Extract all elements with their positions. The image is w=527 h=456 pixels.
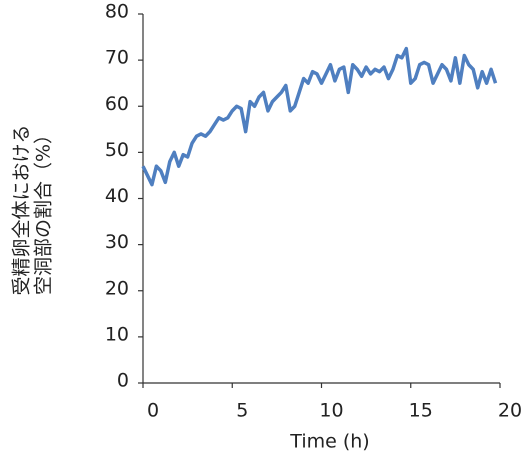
y-tick-label: 70 [105,47,129,69]
y-tick-label: 50 [105,139,129,161]
y-tick-label: 80 [105,1,129,23]
x-tick-label: 0 [147,400,159,422]
y-tick-label: 40 [105,185,129,207]
x-tick-label: 20 [498,400,522,422]
y-tick-label: 20 [105,277,129,299]
y-tick-label: 60 [105,93,129,115]
x-axis-label: Time (h) [289,431,369,453]
y-tick-label: 30 [105,231,129,253]
y-axis-label-line: 受精卵全体における [11,124,33,295]
x-tick-label: 15 [409,400,433,422]
y-axis-label: 受精卵全体における 空洞部の割合（%） [11,124,55,295]
y-axis-label-line: 空洞部の割合（%） [33,125,55,295]
x-tick-label: 10 [319,400,343,422]
x-tick-label: 5 [236,400,248,422]
line [141,46,498,187]
y-tick-label: 10 [105,323,129,345]
y-tick-label: 0 [117,370,129,392]
